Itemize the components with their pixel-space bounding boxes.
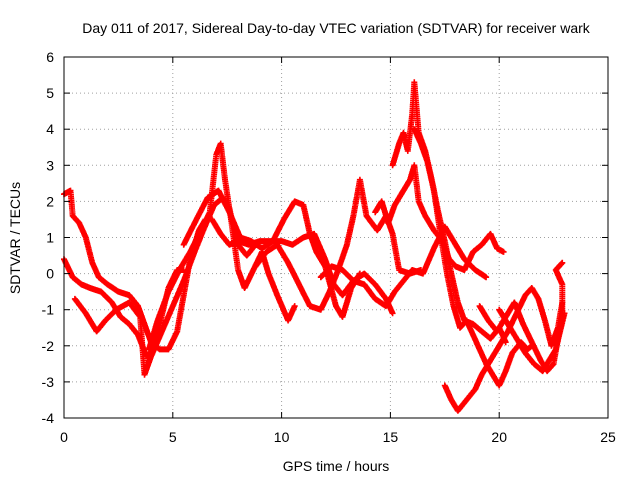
y-tick-label: 2 [46, 193, 54, 209]
series-arc-14 [496, 306, 568, 375]
x-tick-label: 25 [600, 429, 616, 445]
y-axis-label: SDTVAR / TECUs [7, 182, 23, 294]
data-points [61, 79, 568, 414]
y-tick-label: -1 [42, 302, 55, 318]
y-tick-label: 6 [46, 49, 54, 65]
y-tick-label: 3 [46, 157, 54, 173]
x-tick-label: 0 [60, 429, 68, 445]
plus-markers [496, 306, 568, 375]
x-axis-label: GPS time / hours [283, 458, 390, 474]
plus-markers [411, 126, 535, 389]
y-tick-label: 4 [46, 121, 54, 137]
x-tick-label: 20 [491, 429, 507, 445]
y-tick-label: -4 [42, 410, 55, 426]
x-tick-label: 5 [169, 429, 177, 445]
chart-title: Day 011 of 2017, Sidereal Day-to-day VTE… [82, 20, 591, 36]
y-tick-label: 5 [46, 85, 54, 101]
x-tick-label: 10 [274, 429, 290, 445]
y-tick-label: 0 [46, 266, 54, 282]
y-tick-label: 1 [46, 230, 54, 246]
axis-ticks: 0 5 10 15 20 25 -4 -3 -2 -1 0 1 2 3 4 5 6 [42, 49, 616, 445]
y-tick-label: -3 [42, 374, 55, 390]
y-tick-label: -2 [42, 338, 55, 354]
x-tick-label: 15 [383, 429, 399, 445]
series-arc-11 [411, 126, 535, 389]
